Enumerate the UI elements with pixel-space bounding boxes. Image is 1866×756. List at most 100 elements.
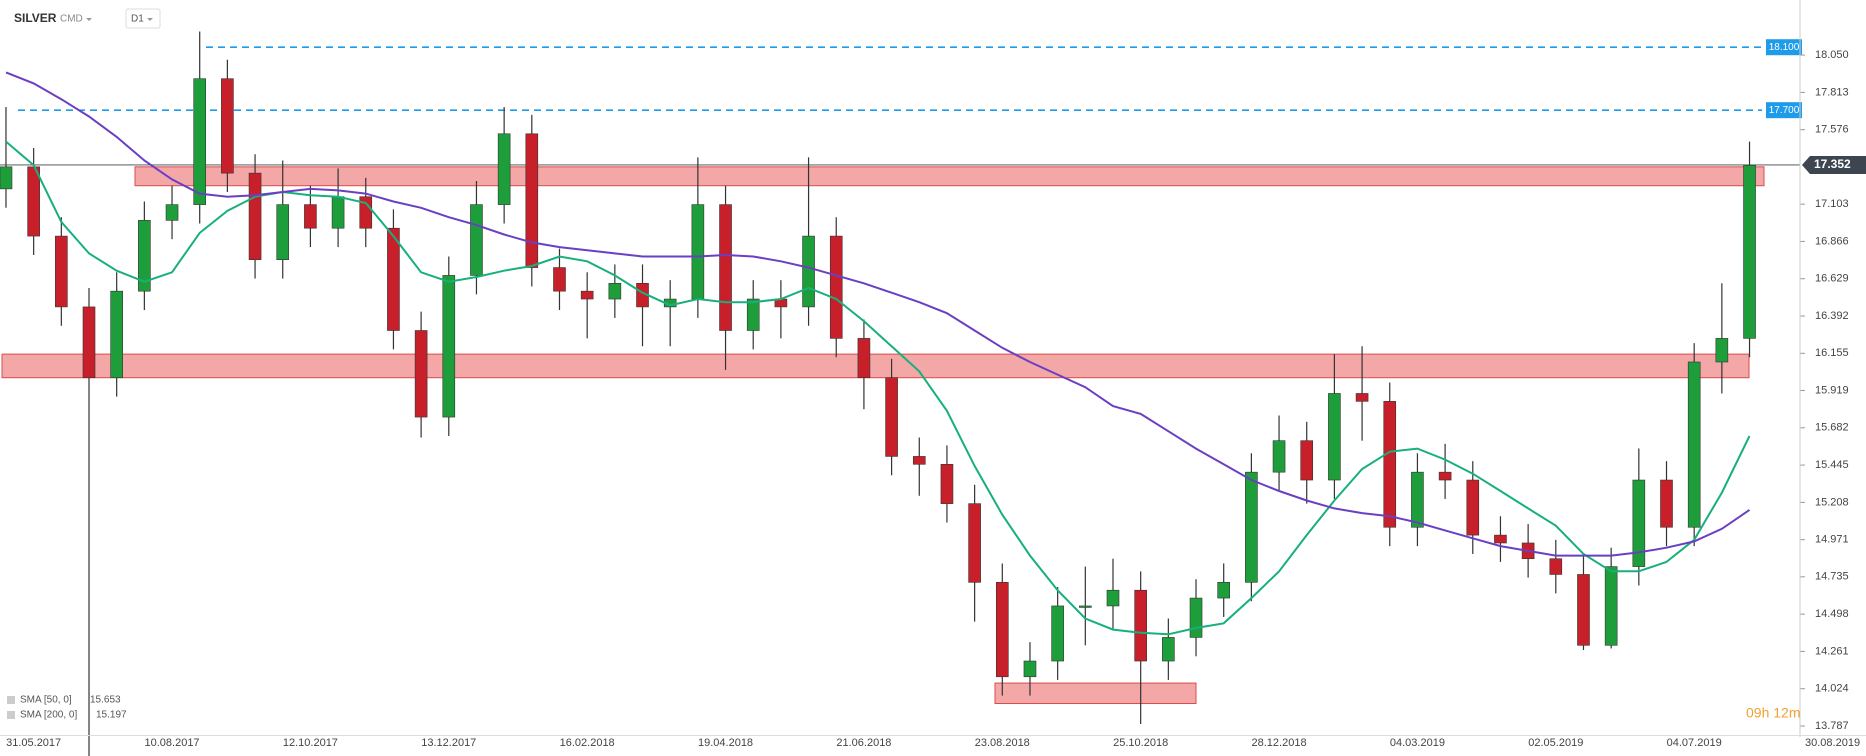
candle-body xyxy=(359,196,373,229)
candle-body xyxy=(497,133,511,205)
candle-body xyxy=(276,204,290,260)
legend-name: SMA [50, 0] xyxy=(20,695,72,706)
x-tick-label: 31.05.2017 xyxy=(6,737,61,749)
candle-body xyxy=(1023,660,1037,678)
candle-body xyxy=(1217,582,1230,599)
candle-body xyxy=(1632,479,1646,567)
x-tick-label: 28.12.2018 xyxy=(1252,737,1307,749)
x-tick-label: 16.02.2018 xyxy=(560,737,615,749)
y-tick-label: 17.576 xyxy=(1815,124,1849,136)
y-tick-label: 15.919 xyxy=(1815,384,1849,396)
interval-box[interactable] xyxy=(125,8,161,29)
y-tick-label: 14.498 xyxy=(1815,608,1849,620)
candle-body xyxy=(719,204,732,331)
candle-body xyxy=(27,166,40,237)
x-tick-label: 23.08.2018 xyxy=(975,737,1030,749)
candle-body xyxy=(1134,589,1147,662)
candle-body xyxy=(0,166,13,190)
y-tick-label: 15.208 xyxy=(1815,496,1849,508)
x-tick-label: 02.05.2019 xyxy=(1528,737,1583,749)
candle-body xyxy=(1687,361,1701,528)
y-tick-label: 14.971 xyxy=(1815,534,1849,546)
candle-body xyxy=(1604,566,1618,646)
zone xyxy=(1,353,1750,379)
candle-body xyxy=(1355,393,1369,402)
candle-body xyxy=(470,204,483,276)
candle-body xyxy=(248,172,262,260)
y-tick-label: 16.392 xyxy=(1815,310,1849,322)
candle-body xyxy=(1411,471,1424,528)
legend-value: 15.197 xyxy=(96,710,127,721)
interval: D1 xyxy=(131,14,144,25)
y-tick-label: 18.050 xyxy=(1815,49,1849,61)
x-tick-label: 19.04.2018 xyxy=(698,737,753,749)
candle-body xyxy=(1494,534,1507,544)
x-tick-label: 04.07.2019 xyxy=(1667,737,1722,749)
level-label: 18.100 xyxy=(1769,42,1800,53)
candle-body xyxy=(1715,338,1729,363)
candle-body xyxy=(1245,471,1258,583)
candle-body xyxy=(1383,401,1397,528)
candle-body xyxy=(691,204,705,300)
candle-body xyxy=(442,275,456,418)
y-tick-label: 17.103 xyxy=(1815,198,1849,210)
dropdown-arrow xyxy=(147,18,153,21)
last-price-label: 17.352 xyxy=(1814,157,1851,171)
legend-icon xyxy=(7,696,15,704)
candle-body xyxy=(414,330,428,418)
candle-body xyxy=(1051,605,1064,662)
last-price-tag xyxy=(1802,155,1866,174)
x-tick-label: 12.10.2017 xyxy=(283,737,338,749)
y-tick-label: 15.445 xyxy=(1815,459,1849,471)
candle-body xyxy=(1300,440,1314,481)
sma-line xyxy=(5,140,1751,636)
candle-body xyxy=(1743,164,1756,339)
y-tick-label: 14.735 xyxy=(1815,571,1849,583)
candle-body xyxy=(968,503,981,583)
x-tick-label: 10.08.2017 xyxy=(145,737,200,749)
y-tick-label: 14.261 xyxy=(1815,645,1849,657)
candle-body xyxy=(829,235,843,339)
y-tick-label: 16.629 xyxy=(1815,273,1849,285)
dropdown-arrow xyxy=(86,18,92,21)
candle-body xyxy=(608,282,622,300)
candle-body xyxy=(912,456,926,465)
candle-body xyxy=(387,227,400,331)
instrument-type[interactable]: CMD xyxy=(60,14,83,25)
x-tick-label: 21.06.2018 xyxy=(836,737,891,749)
candle-body xyxy=(1162,637,1175,662)
level-label-box xyxy=(1766,102,1802,119)
legend-value: 15.653 xyxy=(90,695,121,706)
candle-body xyxy=(553,267,566,292)
zone xyxy=(994,682,1197,705)
candle-body xyxy=(802,235,815,308)
candle-body xyxy=(525,133,539,268)
countdown: 09h 12m xyxy=(1746,705,1800,721)
candle-body xyxy=(193,78,207,205)
candle-body xyxy=(1549,558,1563,575)
candle-body xyxy=(165,204,179,221)
candle-body xyxy=(1438,471,1452,481)
candle-body xyxy=(1328,393,1341,481)
candle-body xyxy=(82,306,96,379)
candle-body xyxy=(1272,440,1286,473)
legend-name: SMA [200, 0] xyxy=(20,710,77,721)
x-tick-label: 13.12.2017 xyxy=(421,737,476,749)
candle-body xyxy=(1660,479,1673,528)
y-tick-label: 14.024 xyxy=(1815,683,1849,695)
x-tick-label: 04.03.2019 xyxy=(1390,737,1445,749)
y-tick-label: 16.155 xyxy=(1815,347,1849,359)
candle-body xyxy=(138,220,151,292)
zone xyxy=(134,166,1765,187)
sma-line xyxy=(5,71,1751,557)
level-label-box xyxy=(1766,39,1802,56)
candle-body xyxy=(1577,574,1590,646)
candle-body xyxy=(1466,479,1480,536)
symbol: SILVER xyxy=(14,11,57,25)
x-tick-label: 30.08.2019 xyxy=(1805,737,1860,749)
candle-body xyxy=(1189,597,1203,638)
candle-body xyxy=(746,298,760,331)
candle-body xyxy=(110,290,123,379)
y-tick-label: 13.787 xyxy=(1815,720,1849,732)
